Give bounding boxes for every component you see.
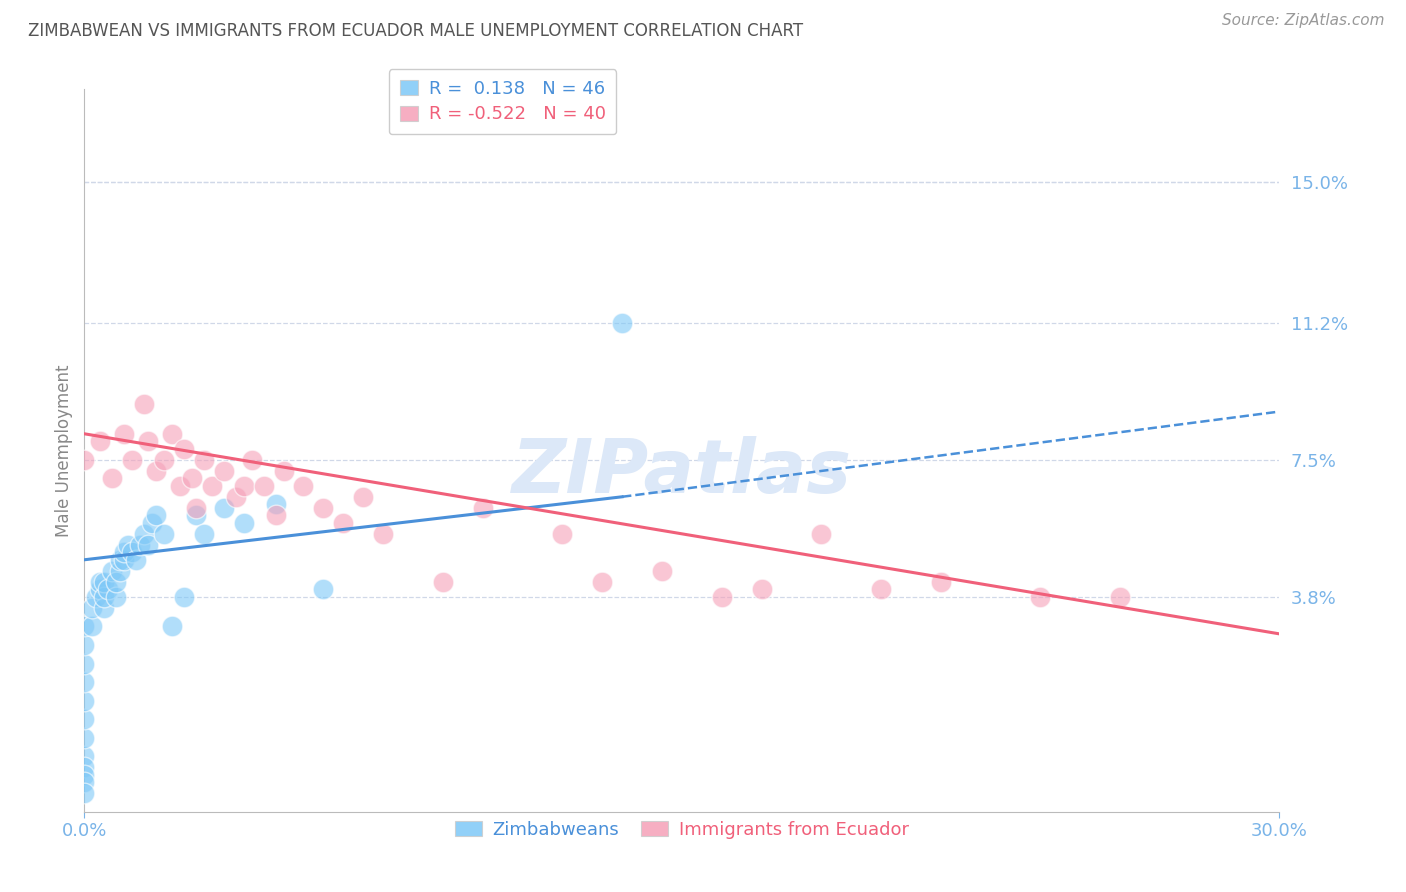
Point [105,574,128,589]
Point [101,564,124,578]
Point [1029,590,1052,604]
Point [332,516,354,530]
Point [93,590,115,604]
Point [145,464,167,478]
Point [352,490,374,504]
Point [292,478,315,492]
Point [160,426,183,441]
Point [212,500,235,515]
Point [173,590,195,604]
Point [273,464,295,478]
Point [101,471,124,485]
Point [193,452,215,467]
Legend: Zimbabweans, Immigrants from Ecuador: Zimbabweans, Immigrants from Ecuador [447,814,917,846]
Point [73,775,96,789]
Point [184,508,207,523]
Point [129,538,152,552]
Point [132,397,156,411]
Point [117,538,139,552]
Point [173,442,195,456]
Point [82,601,104,615]
Point [145,508,167,523]
Point [82,619,104,633]
Point [73,786,96,800]
Point [751,582,773,597]
Point [312,500,335,515]
Point [112,545,135,559]
Point [125,553,148,567]
Point [112,426,135,441]
Point [551,526,574,541]
Point [73,638,96,652]
Point [153,452,176,467]
Point [89,434,111,449]
Point [232,478,254,492]
Point [121,452,143,467]
Point [312,582,335,597]
Point [86,590,108,604]
Point [870,582,893,597]
Point [612,316,634,330]
Point [121,545,143,559]
Point [110,553,132,567]
Point [160,619,183,633]
Point [73,693,96,707]
Point [193,526,215,541]
Point [212,464,235,478]
Point [73,767,96,781]
Point [73,749,96,764]
Point [141,516,163,530]
Point [132,526,156,541]
Point [73,675,96,690]
Point [264,497,287,511]
Point [225,490,247,504]
Point [264,508,287,523]
Point [73,452,96,467]
Point [93,601,115,615]
Point [253,478,276,492]
Y-axis label: Male Unemployment: Male Unemployment [55,364,73,537]
Point [810,526,832,541]
Point [97,582,120,597]
Point [136,538,159,552]
Point [651,564,673,578]
Point [184,500,207,515]
Point [73,760,96,774]
Point [232,516,254,530]
Point [110,564,132,578]
Point [73,731,96,745]
Point [169,478,191,492]
Point [181,471,204,485]
Point [240,452,263,467]
Point [710,590,733,604]
Point [112,553,135,567]
Text: Source: ZipAtlas.com: Source: ZipAtlas.com [1222,13,1385,29]
Point [153,526,176,541]
Text: ZIPatlas: ZIPatlas [512,435,852,508]
Point [929,574,952,589]
Point [591,574,613,589]
Point [201,478,224,492]
Point [73,657,96,671]
Point [89,582,111,597]
Point [432,574,454,589]
Text: ZIMBABWEAN VS IMMIGRANTS FROM ECUADOR MALE UNEMPLOYMENT CORRELATION CHART: ZIMBABWEAN VS IMMIGRANTS FROM ECUADOR MA… [28,22,803,40]
Point [73,712,96,726]
Point [136,434,159,449]
Point [73,619,96,633]
Point [105,590,128,604]
Point [1109,590,1132,604]
Point [93,574,115,589]
Point [89,574,111,589]
Point [373,526,395,541]
Point [471,500,494,515]
